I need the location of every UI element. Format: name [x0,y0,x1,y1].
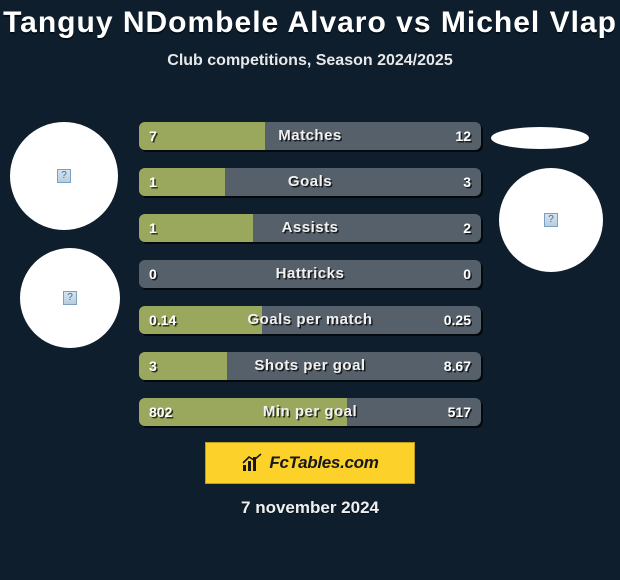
chart-icon [241,453,263,473]
avatar-placeholder [10,122,118,230]
footer-date: 7 november 2024 [0,498,620,518]
stat-row: 712Matches [139,122,481,150]
brand-text: FcTables.com [269,453,378,473]
stat-label: Goals [139,168,481,196]
player1-name: Tanguy NDombele Alvaro [3,6,387,39]
image-placeholder-icon [57,169,71,183]
stat-label: Assists [139,214,481,242]
stat-row: 13Goals [139,168,481,196]
stat-label: Goals per match [139,306,481,334]
avatar-placeholder [20,248,120,348]
subtitle: Club competitions, Season 2024/2025 [0,52,620,70]
stat-row: 802517Min per goal [139,398,481,426]
player2-name: Michel Vlap [441,6,617,39]
stat-label: Hattricks [139,260,481,288]
page-title: Tanguy NDombele Alvaro vs Michel Vlap [0,0,620,40]
stat-row: 0.140.25Goals per match [139,306,481,334]
stat-label: Matches [139,122,481,150]
stat-row: 00Hattricks [139,260,481,288]
stat-row: 12Assists [139,214,481,242]
brand-badge: FcTables.com [205,442,415,484]
stat-label: Min per goal [139,398,481,426]
vs-label: vs [396,6,431,39]
stat-label: Shots per goal [139,352,481,380]
decorative-ellipse [491,127,589,149]
avatar-placeholder [499,168,603,272]
stat-row: 38.67Shots per goal [139,352,481,380]
image-placeholder-icon [63,291,77,305]
image-placeholder-icon [544,213,558,227]
stat-bars: 712Matches 13Goals 12Assists 00Hattricks 0.1… [139,122,481,444]
